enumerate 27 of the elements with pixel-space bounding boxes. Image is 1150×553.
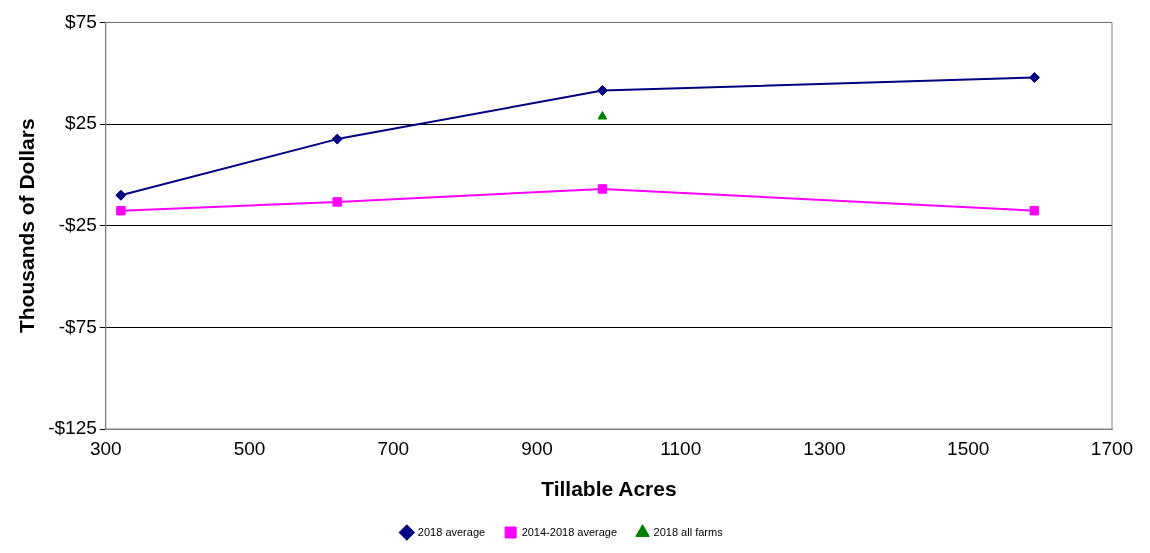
point — [115, 189, 127, 201]
legend-label: 2018 all farms — [653, 525, 724, 538]
point — [331, 133, 343, 145]
point — [597, 111, 608, 120]
x-tick-label: 300 — [89, 437, 122, 459]
x-tick-label: 700 — [377, 437, 410, 459]
point — [1028, 71, 1040, 83]
x-tick-label: 1700 — [1090, 437, 1134, 459]
x-tick-label: 500 — [233, 437, 266, 459]
y-tick-label: $75 — [65, 10, 97, 32]
y-tick-label: -$25 — [58, 213, 97, 235]
point — [597, 184, 608, 194]
point — [332, 197, 342, 207]
legend-label: 2018 average — [417, 525, 486, 538]
x-tick-label: 900 — [521, 437, 553, 459]
x-axis-title: Tillable Acres — [541, 477, 677, 501]
point — [1029, 205, 1040, 216]
y-tick-label: -$125 — [48, 417, 97, 439]
point — [116, 205, 126, 216]
y-tick-label: $25 — [65, 112, 97, 134]
point — [596, 85, 608, 97]
legend-label: 2014-2018 average — [521, 525, 618, 538]
x-tick-label: 1300 — [803, 437, 846, 459]
x-tick-label: 1500 — [947, 437, 990, 459]
y-tick-label: -$75 — [58, 315, 97, 337]
x-tick-label: 1100 — [660, 437, 702, 459]
y-axis-title: Thousands of Dollars — [15, 118, 39, 334]
